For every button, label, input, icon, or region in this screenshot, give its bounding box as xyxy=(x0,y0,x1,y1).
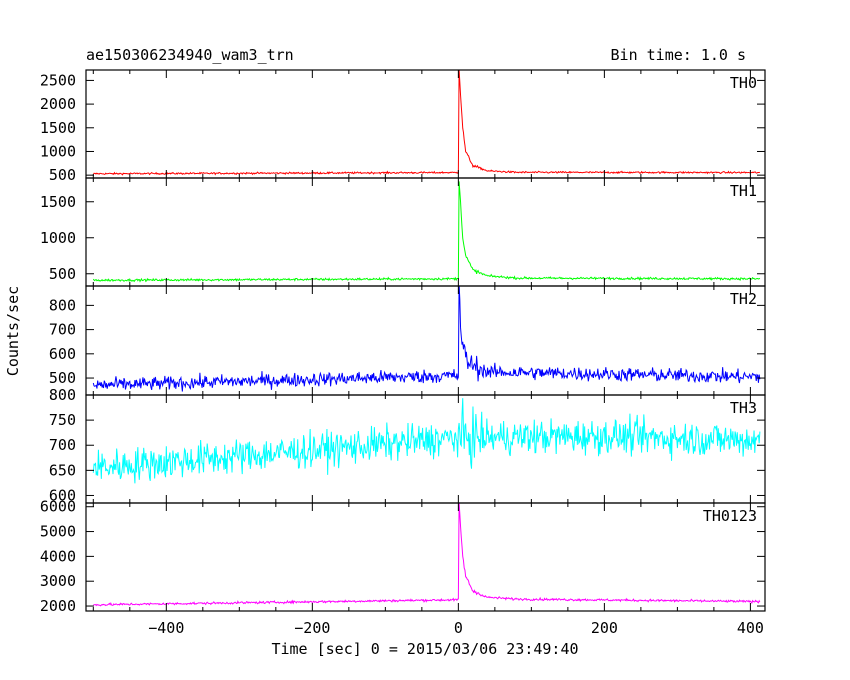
panel-th1: 500 1000 1500 TH1 xyxy=(40,177,766,287)
panel-frame xyxy=(85,394,766,504)
y-tick-label: 1000 xyxy=(40,229,76,247)
series-line-th2 xyxy=(92,286,761,392)
y-tick-label: 500 xyxy=(49,166,76,184)
x-tick-label: 200 xyxy=(591,619,618,637)
y-tick-label: 1000 xyxy=(40,142,76,160)
x-tick-label: −400 xyxy=(148,619,184,637)
panel-frame xyxy=(85,177,766,287)
x-axis-label: Time [sec] 0 = 2015/03/06 23:49:40 xyxy=(271,640,578,658)
panel-th0123: 2000 3000 4000 5000 6000 TH0123 xyxy=(40,498,766,615)
bin-time-label: Bin time: 1.0 s xyxy=(611,46,746,64)
x-tick-label: 0 xyxy=(454,619,463,637)
y-tick-label: 4000 xyxy=(40,547,76,565)
channel-label-th3: TH3 xyxy=(730,399,757,417)
y-tick-label: 700 xyxy=(49,436,76,454)
panel-th2: 500 600 700 800 TH2 xyxy=(49,285,766,396)
y-tick-label: 600 xyxy=(49,345,76,363)
y-tick-label: 1500 xyxy=(40,193,76,211)
channel-label-th0123: TH0123 xyxy=(703,507,757,525)
y-tick-label: 600 xyxy=(49,486,76,504)
y-tick-label: 2000 xyxy=(40,597,76,615)
panel-th0: 500 1000 1500 2000 2500 TH0 xyxy=(40,69,766,184)
channel-label-th2: TH2 xyxy=(730,290,757,308)
panel-frame xyxy=(85,502,766,612)
y-tick-label: 2500 xyxy=(40,71,76,89)
panel-frame xyxy=(85,285,766,396)
channel-label-th1: TH1 xyxy=(730,182,757,200)
y-tick-label: 500 xyxy=(49,369,76,387)
series-line-th0123 xyxy=(93,503,761,607)
x-tick-label: 400 xyxy=(737,619,764,637)
y-tick-label: 5000 xyxy=(40,523,76,541)
y-tick-label: 700 xyxy=(49,321,76,339)
channel-label-th0: TH0 xyxy=(730,74,757,92)
panel-th3: 600 650 700 750 800 TH3 xyxy=(49,386,766,504)
y-tick-label: 750 xyxy=(49,411,76,429)
y-tick-label: 1500 xyxy=(40,119,76,137)
y-tick-label: 800 xyxy=(49,296,76,314)
series-line-th0 xyxy=(93,70,760,176)
y-tick-label: 2000 xyxy=(40,95,76,113)
y-tick-label: 650 xyxy=(49,461,76,479)
y-axis-label: Counts/sec xyxy=(4,286,22,376)
y-tick-label: 800 xyxy=(49,386,76,404)
x-tick-label: −200 xyxy=(294,619,330,637)
series-line-th1 xyxy=(92,181,761,283)
observation-title: ae150306234940_wam3_trn xyxy=(86,46,294,64)
panel-frame xyxy=(85,69,766,179)
y-tick-label: 500 xyxy=(49,265,76,283)
y-tick-label: 6000 xyxy=(40,498,76,516)
y-tick-label: 3000 xyxy=(40,572,76,590)
series-line-th3 xyxy=(92,398,761,484)
